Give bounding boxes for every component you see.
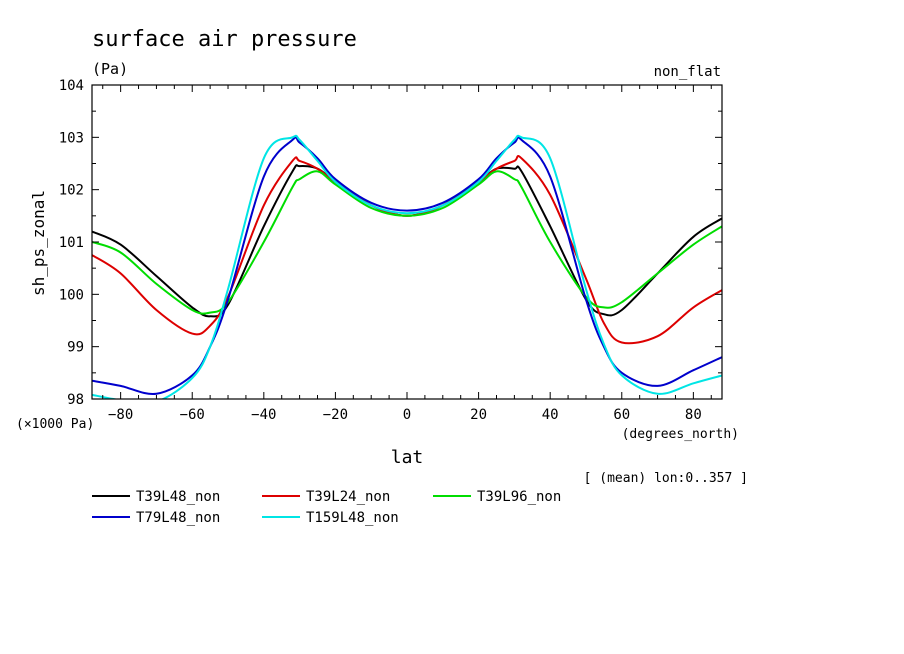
- x-tick-label: −40: [251, 407, 276, 423]
- plot-frame: [91, 84, 723, 400]
- x-tick-label: −60: [180, 407, 205, 423]
- y-tick-label: 104: [59, 78, 84, 94]
- legend-label-T39L96_non: T39L96_non: [477, 489, 561, 505]
- x-tick-label: −80: [108, 407, 133, 423]
- series-line-T39L24_non: [92, 155, 722, 345]
- series-line-T39L96_non: [92, 170, 722, 315]
- footnote: [ (mean) lon:0..357 ]: [584, 471, 748, 486]
- x-tick-label: 40: [542, 407, 559, 423]
- y-tick-label: 100: [59, 287, 84, 303]
- legend-label-T79L48_non: T79L48_non: [136, 510, 220, 526]
- units-label: (Pa): [92, 60, 128, 78]
- x-units-label: (degrees_north): [622, 427, 739, 442]
- x-tick-label: 80: [685, 407, 702, 423]
- series-line-T39L48_non: [92, 164, 722, 318]
- legend-label-T39L48_non: T39L48_non: [136, 489, 220, 505]
- y-axis-ticks: 98 99 100 101 102 103 104: [59, 78, 722, 408]
- x-axis-ticks: −80 −60 −40 −20 0 20 40 60 80: [102, 85, 712, 423]
- legend-label-T159L48_non: T159L48_non: [306, 510, 399, 526]
- y-scale-label: (×1000 Pa): [16, 417, 94, 432]
- series-line-T159L48_non: [92, 134, 722, 399]
- chart-title: surface air pressure: [92, 27, 357, 52]
- x-axis-label: lat: [391, 447, 424, 468]
- top-right-label: non_flat: [654, 64, 721, 80]
- y-tick-label: 99: [67, 340, 84, 356]
- x-tick-label: −20: [323, 407, 348, 423]
- plot-series: [92, 134, 722, 399]
- y-tick-label: 98: [67, 392, 84, 408]
- legend: T39L48_non T39L24_non T39L96_non T79L48_non…: [92, 489, 561, 526]
- series-line-T79L48_non: [92, 136, 722, 396]
- y-tick-label: 103: [59, 130, 84, 146]
- x-tick-label: 60: [613, 407, 630, 423]
- x-tick-label: 0: [403, 407, 411, 423]
- y-tick-label: 102: [59, 183, 84, 199]
- x-tick-label: 20: [470, 407, 487, 423]
- y-tick-label: 101: [59, 235, 84, 251]
- legend-label-T39L24_non: T39L24_non: [306, 489, 390, 505]
- y-axis-label: sh_ps_zonal: [29, 190, 48, 296]
